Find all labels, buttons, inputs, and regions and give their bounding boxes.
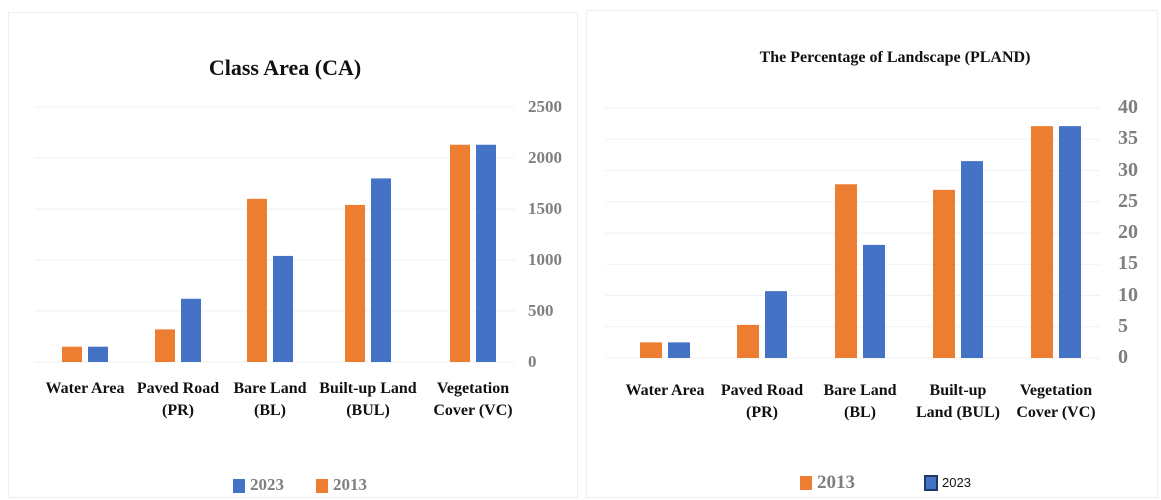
- y-tick-label: 500: [528, 300, 554, 320]
- legend-label: 2013: [817, 471, 855, 493]
- bar: [88, 346, 108, 362]
- bar: [640, 342, 662, 358]
- bar: [450, 144, 470, 362]
- bar: [961, 161, 983, 358]
- bar: [273, 255, 293, 362]
- y-tick-label: 40: [1118, 96, 1138, 118]
- legend-swatch: [233, 479, 245, 493]
- x-tick-label: Built-up Land (BUL): [915, 382, 1001, 421]
- y-tick-label: 0: [528, 351, 537, 371]
- y-tick-label: 35: [1118, 127, 1138, 150]
- y-tick-label: 2000: [528, 147, 562, 167]
- chart-title: Class Area (CA): [208, 55, 362, 80]
- legend-label: 2013: [333, 475, 367, 495]
- chart-panel: [586, 10, 1158, 498]
- legend-label: 2023: [942, 474, 971, 490]
- bar: [181, 298, 201, 362]
- bar: [155, 329, 175, 362]
- y-tick-label: 10: [1118, 283, 1138, 306]
- x-tick-label: Bare Land (BL): [823, 382, 897, 421]
- bar: [737, 324, 759, 358]
- bar: [62, 346, 82, 362]
- x-tick-label: Paved Road (PR): [720, 382, 804, 421]
- y-tick-label: 1000: [528, 249, 562, 269]
- x-tick-label: Built-up Land (BUL): [319, 380, 417, 419]
- y-tick-label: 2500: [528, 96, 562, 116]
- legend-swatch: [800, 476, 812, 490]
- legend-label: 2023: [250, 475, 284, 495]
- y-tick-label: 1500: [528, 198, 562, 218]
- bar: [1059, 126, 1081, 358]
- bar: [863, 244, 885, 358]
- y-tick-label: 20: [1118, 221, 1138, 243]
- bar: [1031, 126, 1053, 358]
- legend-swatch: [924, 475, 938, 491]
- x-tick-label: Paved Road (PR): [136, 380, 220, 419]
- bar: [345, 204, 365, 362]
- y-tick-label: 30: [1118, 158, 1138, 181]
- bar: [476, 144, 496, 362]
- chart-panel: [8, 12, 578, 498]
- x-tick-label: Bare Land (BL): [233, 380, 307, 419]
- y-tick-label: 25: [1118, 189, 1138, 212]
- x-tick-label: Water Area: [625, 382, 705, 399]
- bar: [835, 184, 857, 358]
- chart-title: The Percentage of Landscape (PLAND): [759, 49, 1031, 66]
- bar: [247, 198, 267, 362]
- x-tick-label: Water Area: [45, 380, 125, 397]
- bar: [765, 291, 787, 358]
- x-tick-label: Vegetation Cover (VC): [433, 380, 513, 419]
- y-tick-label: 15: [1118, 252, 1138, 275]
- x-tick-label: Vegetation Cover (VC): [1016, 382, 1096, 421]
- y-tick-label: 5: [1118, 314, 1128, 337]
- bar: [933, 189, 955, 358]
- y-tick-label: 0: [1118, 346, 1128, 368]
- bar: [668, 342, 690, 358]
- bar: [371, 178, 391, 362]
- legend-swatch: [316, 479, 328, 493]
